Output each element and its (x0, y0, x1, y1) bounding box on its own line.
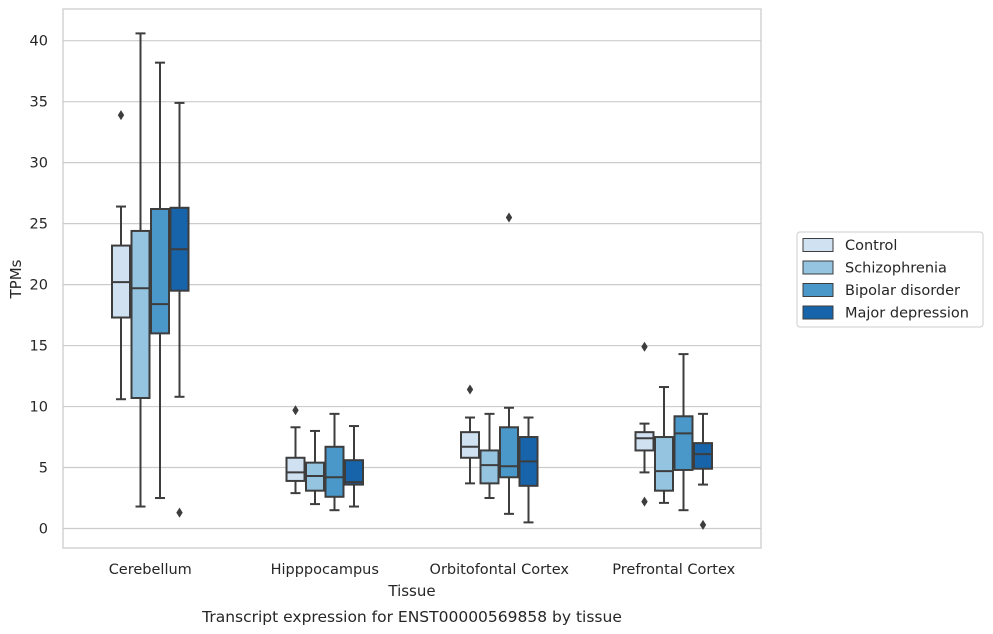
legend-swatch (802, 238, 834, 252)
box-0-3 (634, 341, 655, 507)
y-tick-labels: 0 5 10 15 20 25 30 35 40 (30, 34, 48, 538)
box-2-0 (150, 61, 170, 500)
box-0-1 (285, 405, 306, 495)
box-0-2 (460, 384, 480, 485)
box-3-1 (344, 425, 364, 508)
x-tick-label: Prefrontal Cortex (612, 562, 735, 578)
legend-label: Schizophrenia (845, 261, 947, 277)
box-1-3 (654, 386, 674, 504)
box-iqr (479, 449, 500, 485)
legend-swatch (802, 283, 834, 297)
legend-swatch (802, 305, 834, 320)
y-tick-label: 5 (39, 461, 48, 477)
box-iqr (344, 459, 364, 486)
x-tick-label: Orbitofontal Cortex (430, 562, 570, 578)
y-tick-label: 40 (30, 34, 48, 50)
y-tick-label: 15 (30, 339, 48, 355)
y-tick-label: 20 (30, 278, 48, 294)
box-2-2 (499, 212, 519, 515)
chart-title: Transcript expression for ENST0000056985… (201, 608, 622, 626)
y-tick-label: 25 (30, 217, 48, 233)
box-iqr (460, 431, 480, 459)
box-1-0 (130, 32, 151, 508)
legend-label: Major depression (845, 306, 969, 322)
legend-label: Control (845, 238, 897, 254)
outlier-point (292, 405, 299, 416)
y-tick-label: 10 (30, 400, 48, 416)
plot-frame (62, 8, 762, 549)
box-2-3 (673, 353, 694, 512)
box-1-2 (479, 412, 500, 500)
box-iqr (150, 207, 170, 335)
box-3-0 (169, 101, 190, 518)
box-2-1 (324, 412, 345, 512)
box-3-2 (518, 416, 539, 524)
legend-swatch (802, 260, 834, 275)
outlier-point (505, 212, 513, 223)
x-tick-labels: Cerebellum Hipppocampus Orbitofontal Corte… (109, 562, 736, 578)
x-tick-label: Hipppocampus (271, 562, 379, 578)
box-iqr (324, 445, 345, 498)
box-iqr (673, 415, 694, 471)
y-tick-label: 0 (39, 521, 48, 537)
box-0-0 (111, 110, 131, 401)
x-tick-label: Cerebellum (109, 562, 192, 578)
box-iqr (634, 431, 655, 452)
box-iqr (130, 229, 151, 400)
box-1-1 (305, 429, 325, 506)
legend: Control Schizophrenia Bipolar disorder Majo… (796, 231, 984, 328)
box-iqr (693, 442, 713, 470)
box-iqr (499, 426, 519, 479)
legend-frame (796, 231, 984, 328)
legend-label: Bipolar disorder (845, 283, 960, 299)
y-axis-label: TPMs (7, 259, 25, 299)
box-iqr (654, 436, 674, 492)
y-tick-label: 35 (30, 95, 48, 111)
boxes (111, 32, 713, 530)
outlier-point (117, 110, 125, 121)
outlier-point (641, 496, 648, 507)
outlier-point (699, 519, 707, 530)
outlier-point (176, 507, 183, 518)
y-tick-label: 30 (30, 156, 48, 172)
x-axis-label: Tissue (387, 582, 435, 600)
box-iqr (285, 456, 306, 482)
box-3-3 (693, 412, 713, 530)
outlier-point (466, 384, 474, 395)
outlier-point (641, 341, 648, 352)
